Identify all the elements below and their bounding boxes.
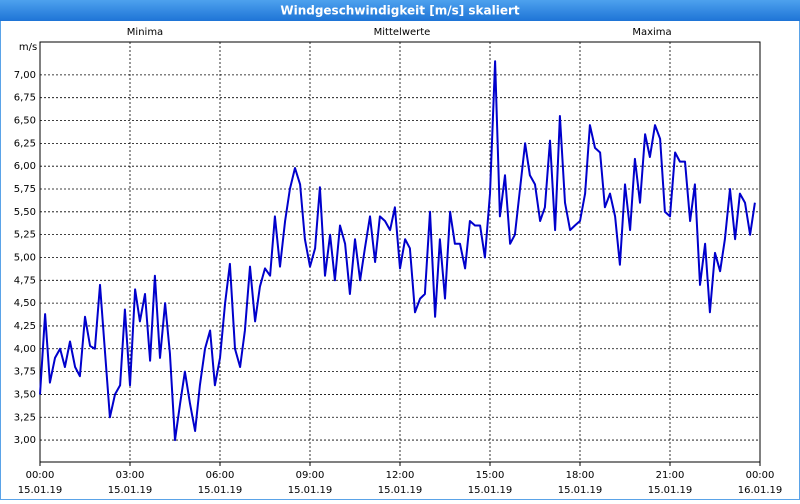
x-tick-label: 21:00 — [656, 470, 685, 481]
y-tick-label: 3,00 — [14, 435, 36, 446]
x-tick-date: 15.01.19 — [648, 485, 693, 496]
y-tick-label: 5,50 — [14, 207, 36, 218]
y-tick-label: 6,25 — [14, 138, 36, 149]
legend-label: Mittelwerte — [374, 27, 431, 38]
legend-label: Minima — [127, 27, 163, 38]
x-tick-label: 00:00 — [746, 470, 775, 481]
x-tick-date: 15.01.19 — [198, 485, 243, 496]
y-tick-label: 4,50 — [14, 298, 36, 309]
title-bar — [0, 0, 800, 21]
x-tick-date: 15.01.19 — [558, 485, 603, 496]
x-tick-date: 15.01.19 — [18, 485, 63, 496]
x-tick-label: 18:00 — [566, 470, 595, 481]
y-tick-label: 6,50 — [14, 116, 36, 127]
x-tick-date: 15.01.19 — [378, 485, 423, 496]
x-tick-label: 12:00 — [386, 470, 415, 481]
y-tick-label: 3,75 — [14, 367, 36, 378]
x-tick-label: 09:00 — [296, 470, 325, 481]
y-tick-label: 5,25 — [14, 230, 36, 241]
x-tick-date: 15.01.19 — [468, 485, 513, 496]
y-tick-label: 3,50 — [14, 389, 36, 400]
legend-label: Maxima — [632, 27, 671, 38]
y-tick-label: 6,75 — [14, 93, 36, 104]
y-tick-label: 7,00 — [14, 70, 36, 81]
x-tick-label: 15:00 — [476, 470, 505, 481]
y-tick-label: 6,00 — [14, 161, 36, 172]
chart-title: Windgeschwindigkeit [m/s] skaliert — [280, 4, 520, 18]
y-tick-label: 5,00 — [14, 252, 36, 263]
y-axis-label: m/s — [19, 42, 37, 53]
x-tick-date: 15.01.19 — [108, 485, 153, 496]
data-line — [39, 60, 756, 442]
x-tick-label: 03:00 — [116, 470, 145, 481]
x-tick-date: 16.01.19 — [738, 485, 783, 496]
y-tick-label: 4,25 — [14, 321, 36, 332]
x-tick-date: 15.01.19 — [288, 485, 333, 496]
y-tick-label: 3,25 — [14, 412, 36, 423]
y-tick-label: 4,75 — [14, 275, 36, 286]
x-tick-label: 00:00 — [26, 470, 55, 481]
y-tick-label: 4,00 — [14, 344, 36, 355]
y-tick-label: 5,75 — [14, 184, 36, 195]
x-tick-label: 06:00 — [206, 470, 235, 481]
